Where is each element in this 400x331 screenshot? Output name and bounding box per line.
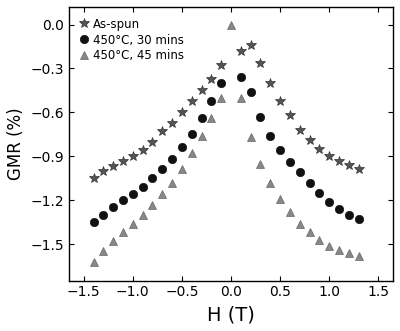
As-spun (170, 120, 174, 124)
450°C, 45 mins (219, 96, 224, 100)
As-spun (91, 176, 96, 180)
As-spun (120, 159, 125, 163)
450°C, 30 mins (258, 115, 263, 119)
Legend: As-spun, 450°C, 30 mins, 450°C, 45 mins: As-spun, 450°C, 30 mins, 450°C, 45 mins (75, 13, 188, 67)
450°C, 30 mins (248, 90, 253, 94)
450°C, 45 mins (297, 221, 302, 225)
450°C, 30 mins (170, 157, 174, 161)
450°C, 45 mins (150, 203, 155, 207)
As-spun (248, 43, 253, 47)
450°C, 45 mins (337, 248, 342, 252)
As-spun (130, 154, 135, 158)
As-spun (356, 167, 361, 171)
X-axis label: H (T): H (T) (207, 305, 255, 324)
450°C, 45 mins (356, 254, 361, 258)
As-spun (101, 169, 106, 173)
450°C, 30 mins (288, 160, 292, 164)
450°C, 45 mins (91, 260, 96, 263)
450°C, 30 mins (238, 75, 243, 79)
As-spun (140, 148, 145, 152)
450°C, 45 mins (327, 244, 332, 248)
450°C, 45 mins (130, 221, 135, 225)
450°C, 45 mins (268, 181, 273, 185)
450°C, 30 mins (307, 181, 312, 185)
Line: 450°C, 45 mins: 450°C, 45 mins (89, 20, 363, 266)
450°C, 45 mins (238, 96, 243, 100)
450°C, 30 mins (327, 200, 332, 204)
As-spun (297, 128, 302, 132)
450°C, 45 mins (209, 116, 214, 120)
Y-axis label: GMR (%): GMR (%) (7, 108, 25, 180)
450°C, 45 mins (307, 230, 312, 234)
As-spun (209, 77, 214, 81)
450°C, 30 mins (140, 185, 145, 189)
450°C, 45 mins (317, 238, 322, 242)
450°C, 45 mins (120, 230, 125, 234)
450°C, 30 mins (120, 198, 125, 202)
As-spun (160, 129, 165, 133)
450°C, 30 mins (317, 191, 322, 195)
450°C, 30 mins (209, 99, 214, 103)
450°C, 45 mins (189, 151, 194, 155)
450°C, 30 mins (278, 148, 282, 152)
450°C, 45 mins (258, 162, 263, 166)
As-spun (199, 88, 204, 92)
450°C, 45 mins (101, 249, 106, 253)
As-spun (111, 165, 116, 168)
As-spun (278, 99, 282, 103)
As-spun (327, 154, 332, 158)
As-spun (180, 110, 184, 114)
450°C, 30 mins (189, 132, 194, 136)
Line: As-spun: As-spun (89, 40, 364, 183)
As-spun (346, 163, 351, 167)
450°C, 30 mins (130, 192, 135, 196)
450°C, 45 mins (180, 167, 184, 171)
As-spun (238, 49, 243, 53)
450°C, 45 mins (346, 251, 351, 255)
450°C, 30 mins (219, 81, 224, 85)
450°C, 30 mins (180, 145, 184, 149)
450°C, 45 mins (229, 23, 234, 26)
450°C, 45 mins (140, 213, 145, 217)
450°C, 30 mins (297, 170, 302, 174)
450°C, 30 mins (268, 134, 273, 138)
As-spun (317, 147, 322, 151)
450°C, 30 mins (356, 217, 361, 221)
As-spun (288, 113, 292, 117)
As-spun (219, 64, 224, 68)
As-spun (307, 138, 312, 142)
450°C, 30 mins (199, 116, 204, 120)
As-spun (189, 99, 194, 103)
As-spun (268, 81, 273, 85)
450°C, 45 mins (199, 134, 204, 138)
450°C, 45 mins (248, 135, 253, 139)
As-spun (258, 61, 263, 65)
As-spun (337, 159, 342, 163)
450°C, 45 mins (160, 192, 165, 196)
450°C, 30 mins (346, 213, 351, 217)
As-spun (150, 140, 155, 144)
450°C, 45 mins (170, 181, 174, 185)
Line: 450°C, 30 mins: 450°C, 30 mins (89, 73, 363, 226)
450°C, 30 mins (160, 167, 165, 171)
450°C, 30 mins (111, 206, 116, 210)
450°C, 30 mins (101, 213, 106, 217)
450°C, 45 mins (288, 210, 292, 214)
450°C, 30 mins (91, 220, 96, 224)
450°C, 45 mins (278, 197, 282, 201)
450°C, 30 mins (150, 176, 155, 180)
450°C, 45 mins (111, 239, 116, 243)
450°C, 30 mins (337, 207, 342, 211)
